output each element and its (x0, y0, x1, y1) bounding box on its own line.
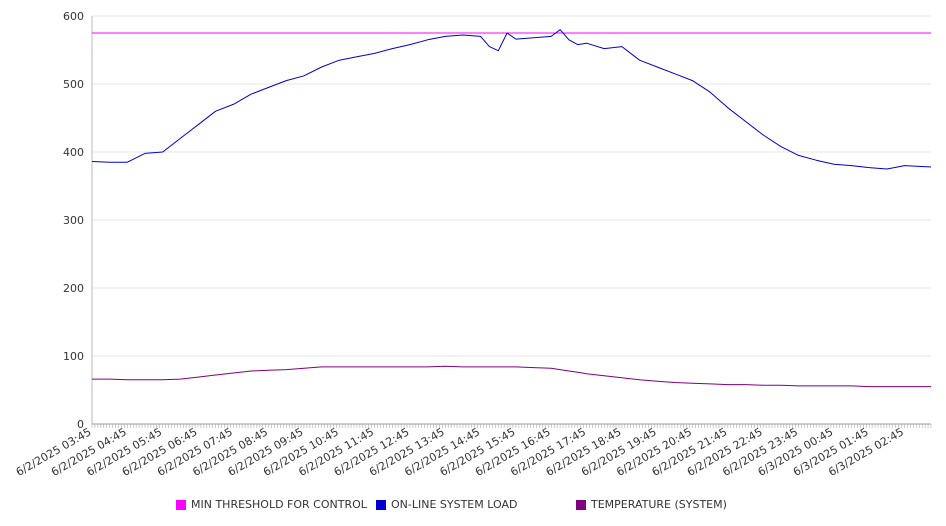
y-tick-label: 400 (63, 146, 84, 159)
legend-swatch-temperature (576, 499, 586, 510)
series-lines (91, 29, 932, 388)
grid-lines (92, 15, 931, 357)
legend-label-load: ON-LINE SYSTEM LOAD (391, 498, 518, 511)
y-axis-ticks: 0 100 200 300 400 500 600 (63, 10, 84, 431)
y-tick-label: 600 (63, 10, 84, 23)
y-tick-label: 200 (63, 282, 84, 295)
x-axis-ticks: 6/2/2025 03:456/2/2025 04:456/2/2025 05:… (14, 425, 906, 479)
legend-item-temperature[interactable]: TEMPERATURE (SYSTEM) (576, 498, 727, 511)
legend: MIN THRESHOLD FOR CONTROL ON-LINE SYSTEM… (0, 498, 946, 518)
legend-label-temperature: TEMPERATURE (SYSTEM) (591, 498, 727, 511)
series-line-2 (92, 365, 931, 388)
series-line-1 (91, 29, 932, 170)
y-tick-label: 0 (77, 418, 84, 431)
legend-item-load[interactable]: ON-LINE SYSTEM LOAD (376, 498, 517, 511)
y-tick-label: 500 (63, 78, 84, 91)
axes (91, 16, 932, 428)
y-tick-label: 100 (63, 350, 84, 363)
legend-item-threshold[interactable]: MIN THRESHOLD FOR CONTROL (176, 498, 367, 511)
legend-swatch-load (376, 499, 386, 510)
legend-label-threshold: MIN THRESHOLD FOR CONTROL (191, 498, 367, 511)
legend-swatch-threshold (176, 499, 186, 510)
y-tick-label: 300 (63, 214, 84, 227)
